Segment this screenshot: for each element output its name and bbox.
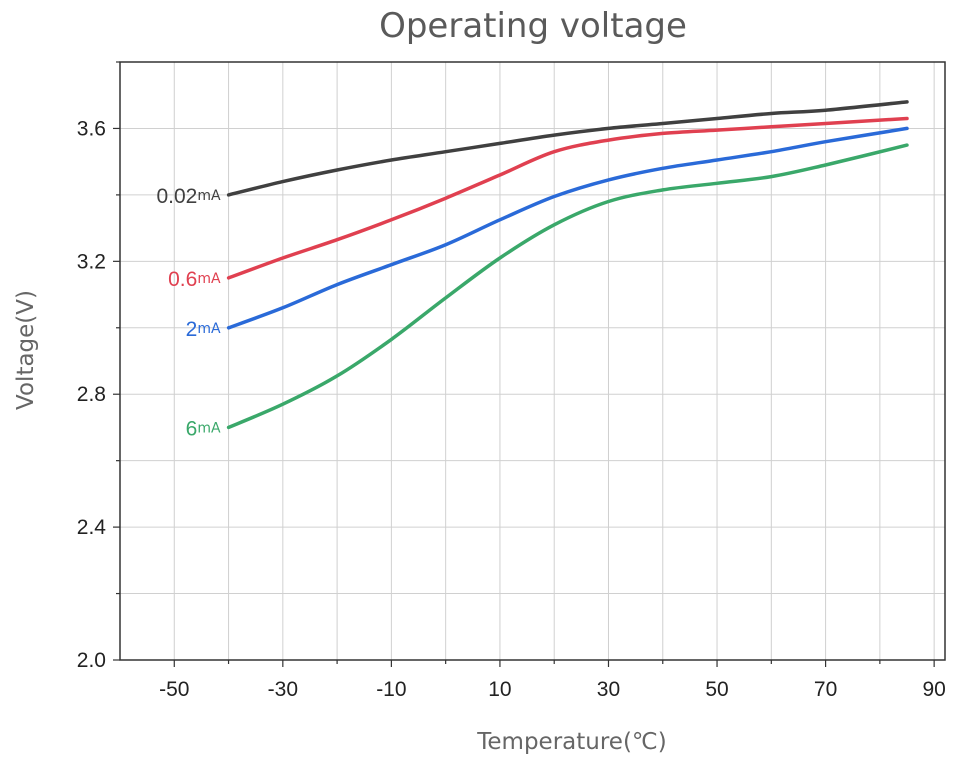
axis-ticks bbox=[113, 61, 935, 667]
series-line-0 bbox=[226, 100, 909, 197]
series-line-1 bbox=[226, 116, 909, 280]
x-tick-label: -50 bbox=[159, 678, 189, 701]
series-label-0: 0.02mA bbox=[156, 185, 221, 208]
y-tick-label: 3.2 bbox=[77, 250, 106, 273]
grid-lines bbox=[120, 61, 945, 661]
x-tick-label: 70 bbox=[814, 678, 837, 701]
tick-labels: -50 -30 -10 10 30 50 70 90 2.0 2.4 2.8 3.2 3.6 bbox=[77, 117, 946, 701]
chart-title: Operating voltage bbox=[379, 6, 687, 46]
y-tick-label: 2.4 bbox=[77, 516, 107, 539]
series-label-3: 6mA bbox=[186, 417, 221, 440]
x-tick-label: -10 bbox=[376, 678, 406, 701]
plot-frame bbox=[119, 61, 946, 661]
x-tick-label: 90 bbox=[922, 678, 945, 701]
x-tick-label: 50 bbox=[705, 678, 728, 701]
x-tick-label: 10 bbox=[488, 678, 511, 701]
x-axis-label: Temperature(℃) bbox=[476, 729, 666, 755]
y-tick-label: 2.0 bbox=[77, 649, 106, 672]
series-label-1: 0.6mA bbox=[168, 268, 221, 291]
series-line-2 bbox=[226, 126, 909, 330]
series-labels: 0.02mA 0.6mA 2mA 6mA bbox=[156, 185, 221, 441]
y-axis-label: Voltage(V) bbox=[13, 290, 39, 410]
series-label-2: 2mA bbox=[186, 318, 221, 341]
series-line-3 bbox=[226, 143, 909, 430]
x-tick-label: -30 bbox=[268, 678, 298, 701]
series-lines bbox=[226, 100, 909, 430]
y-tick-label: 3.6 bbox=[77, 117, 106, 140]
x-tick-label: 30 bbox=[597, 678, 620, 701]
y-tick-label: 2.8 bbox=[77, 383, 106, 406]
